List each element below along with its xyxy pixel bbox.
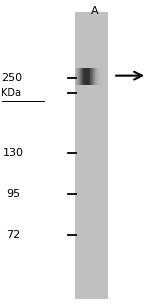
Bar — [97, 68, 98, 84]
Bar — [84, 68, 85, 84]
Bar — [77, 68, 78, 84]
Bar — [76, 68, 77, 84]
Text: KDa: KDa — [2, 88, 21, 98]
Bar — [94, 68, 95, 84]
Bar — [91, 68, 92, 84]
Text: 250: 250 — [2, 73, 23, 83]
Text: 72: 72 — [6, 230, 20, 240]
Bar — [98, 68, 99, 84]
Bar — [83, 68, 84, 84]
Bar — [95, 68, 96, 84]
Bar — [99, 68, 100, 84]
Bar — [79, 68, 80, 84]
Bar — [75, 68, 76, 84]
Bar — [104, 68, 105, 84]
Bar — [88, 68, 89, 84]
Bar — [96, 68, 97, 84]
Bar — [90, 68, 91, 84]
Bar — [87, 68, 88, 84]
Text: 95: 95 — [6, 189, 20, 199]
Bar — [101, 68, 102, 84]
Bar — [78, 68, 79, 84]
Bar — [80, 68, 81, 84]
Bar — [82, 68, 83, 84]
Text: 130: 130 — [3, 148, 24, 157]
Bar — [81, 68, 82, 84]
Bar — [103, 68, 104, 84]
Text: A: A — [91, 6, 98, 16]
Bar — [105, 68, 106, 84]
Bar — [92, 68, 93, 84]
Bar — [75, 12, 108, 299]
Bar — [107, 68, 108, 84]
Bar — [85, 68, 86, 84]
Bar — [89, 68, 90, 84]
Bar — [102, 68, 103, 84]
Bar — [106, 68, 107, 84]
Bar — [93, 68, 94, 84]
Bar — [100, 68, 101, 84]
Bar — [86, 68, 87, 84]
